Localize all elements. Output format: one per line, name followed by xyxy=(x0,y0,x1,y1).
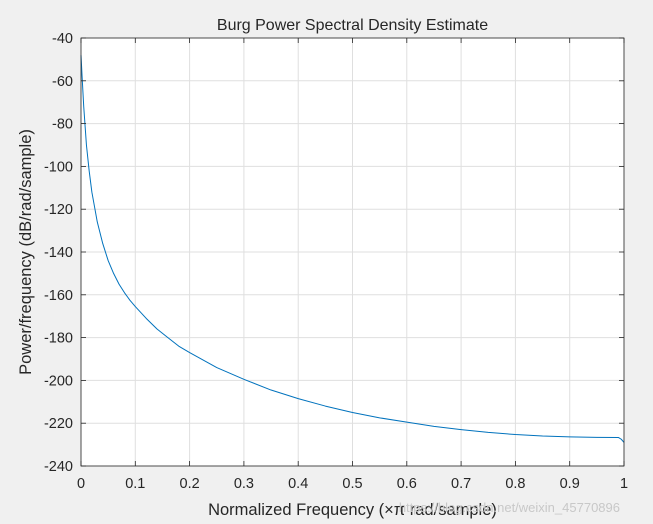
x-tick-label: 0.7 xyxy=(451,476,471,492)
tick-labels: 0 0.1 0.2 0.3 0.4 0.5 0.6 0.7 0.8 0.9 1 -240 -220 -20… xyxy=(44,31,628,492)
x-tick-label: 0.4 xyxy=(288,476,308,492)
x-tick-label: 0.8 xyxy=(505,476,525,492)
y-tick-label: -200 xyxy=(44,373,73,389)
y-tick-label: -60 xyxy=(52,74,73,90)
y-tick-label: -240 xyxy=(44,459,73,475)
chart-title: Burg Power Spectral Density Estimate xyxy=(217,17,488,34)
x-tick-label: 0.5 xyxy=(342,476,362,492)
y-tick-label: -40 xyxy=(52,31,73,47)
ticks xyxy=(80,37,625,467)
y-tick-label: -100 xyxy=(44,159,73,175)
x-axis-title: Normalized Frequency (×π rad/sample) xyxy=(208,501,497,519)
x-tick-label: 0.2 xyxy=(180,476,200,492)
x-tick-label: 0.3 xyxy=(234,476,254,492)
x-tick-label: 0.6 xyxy=(397,476,417,492)
y-tick-label: -80 xyxy=(52,117,73,133)
series-layer xyxy=(80,55,625,443)
x-tick-label: 1 xyxy=(620,476,628,492)
y-tick-label: -180 xyxy=(44,331,73,347)
x-tick-label: 0 xyxy=(77,476,85,492)
y-tick-label: -220 xyxy=(44,416,73,432)
x-tick-label: 0.1 xyxy=(125,476,145,492)
y-tick-label: -120 xyxy=(44,202,73,218)
watermark: https://blog.csdn.net/weixin_45770896 xyxy=(399,500,620,515)
y-tick-label: -140 xyxy=(44,245,73,261)
y-axis-title: Power/frequency (dB/rad/sample) xyxy=(17,129,35,375)
y-tick-label: -160 xyxy=(44,288,73,304)
x-tick-label: 0.9 xyxy=(560,476,580,492)
psd-series-line xyxy=(80,55,625,443)
